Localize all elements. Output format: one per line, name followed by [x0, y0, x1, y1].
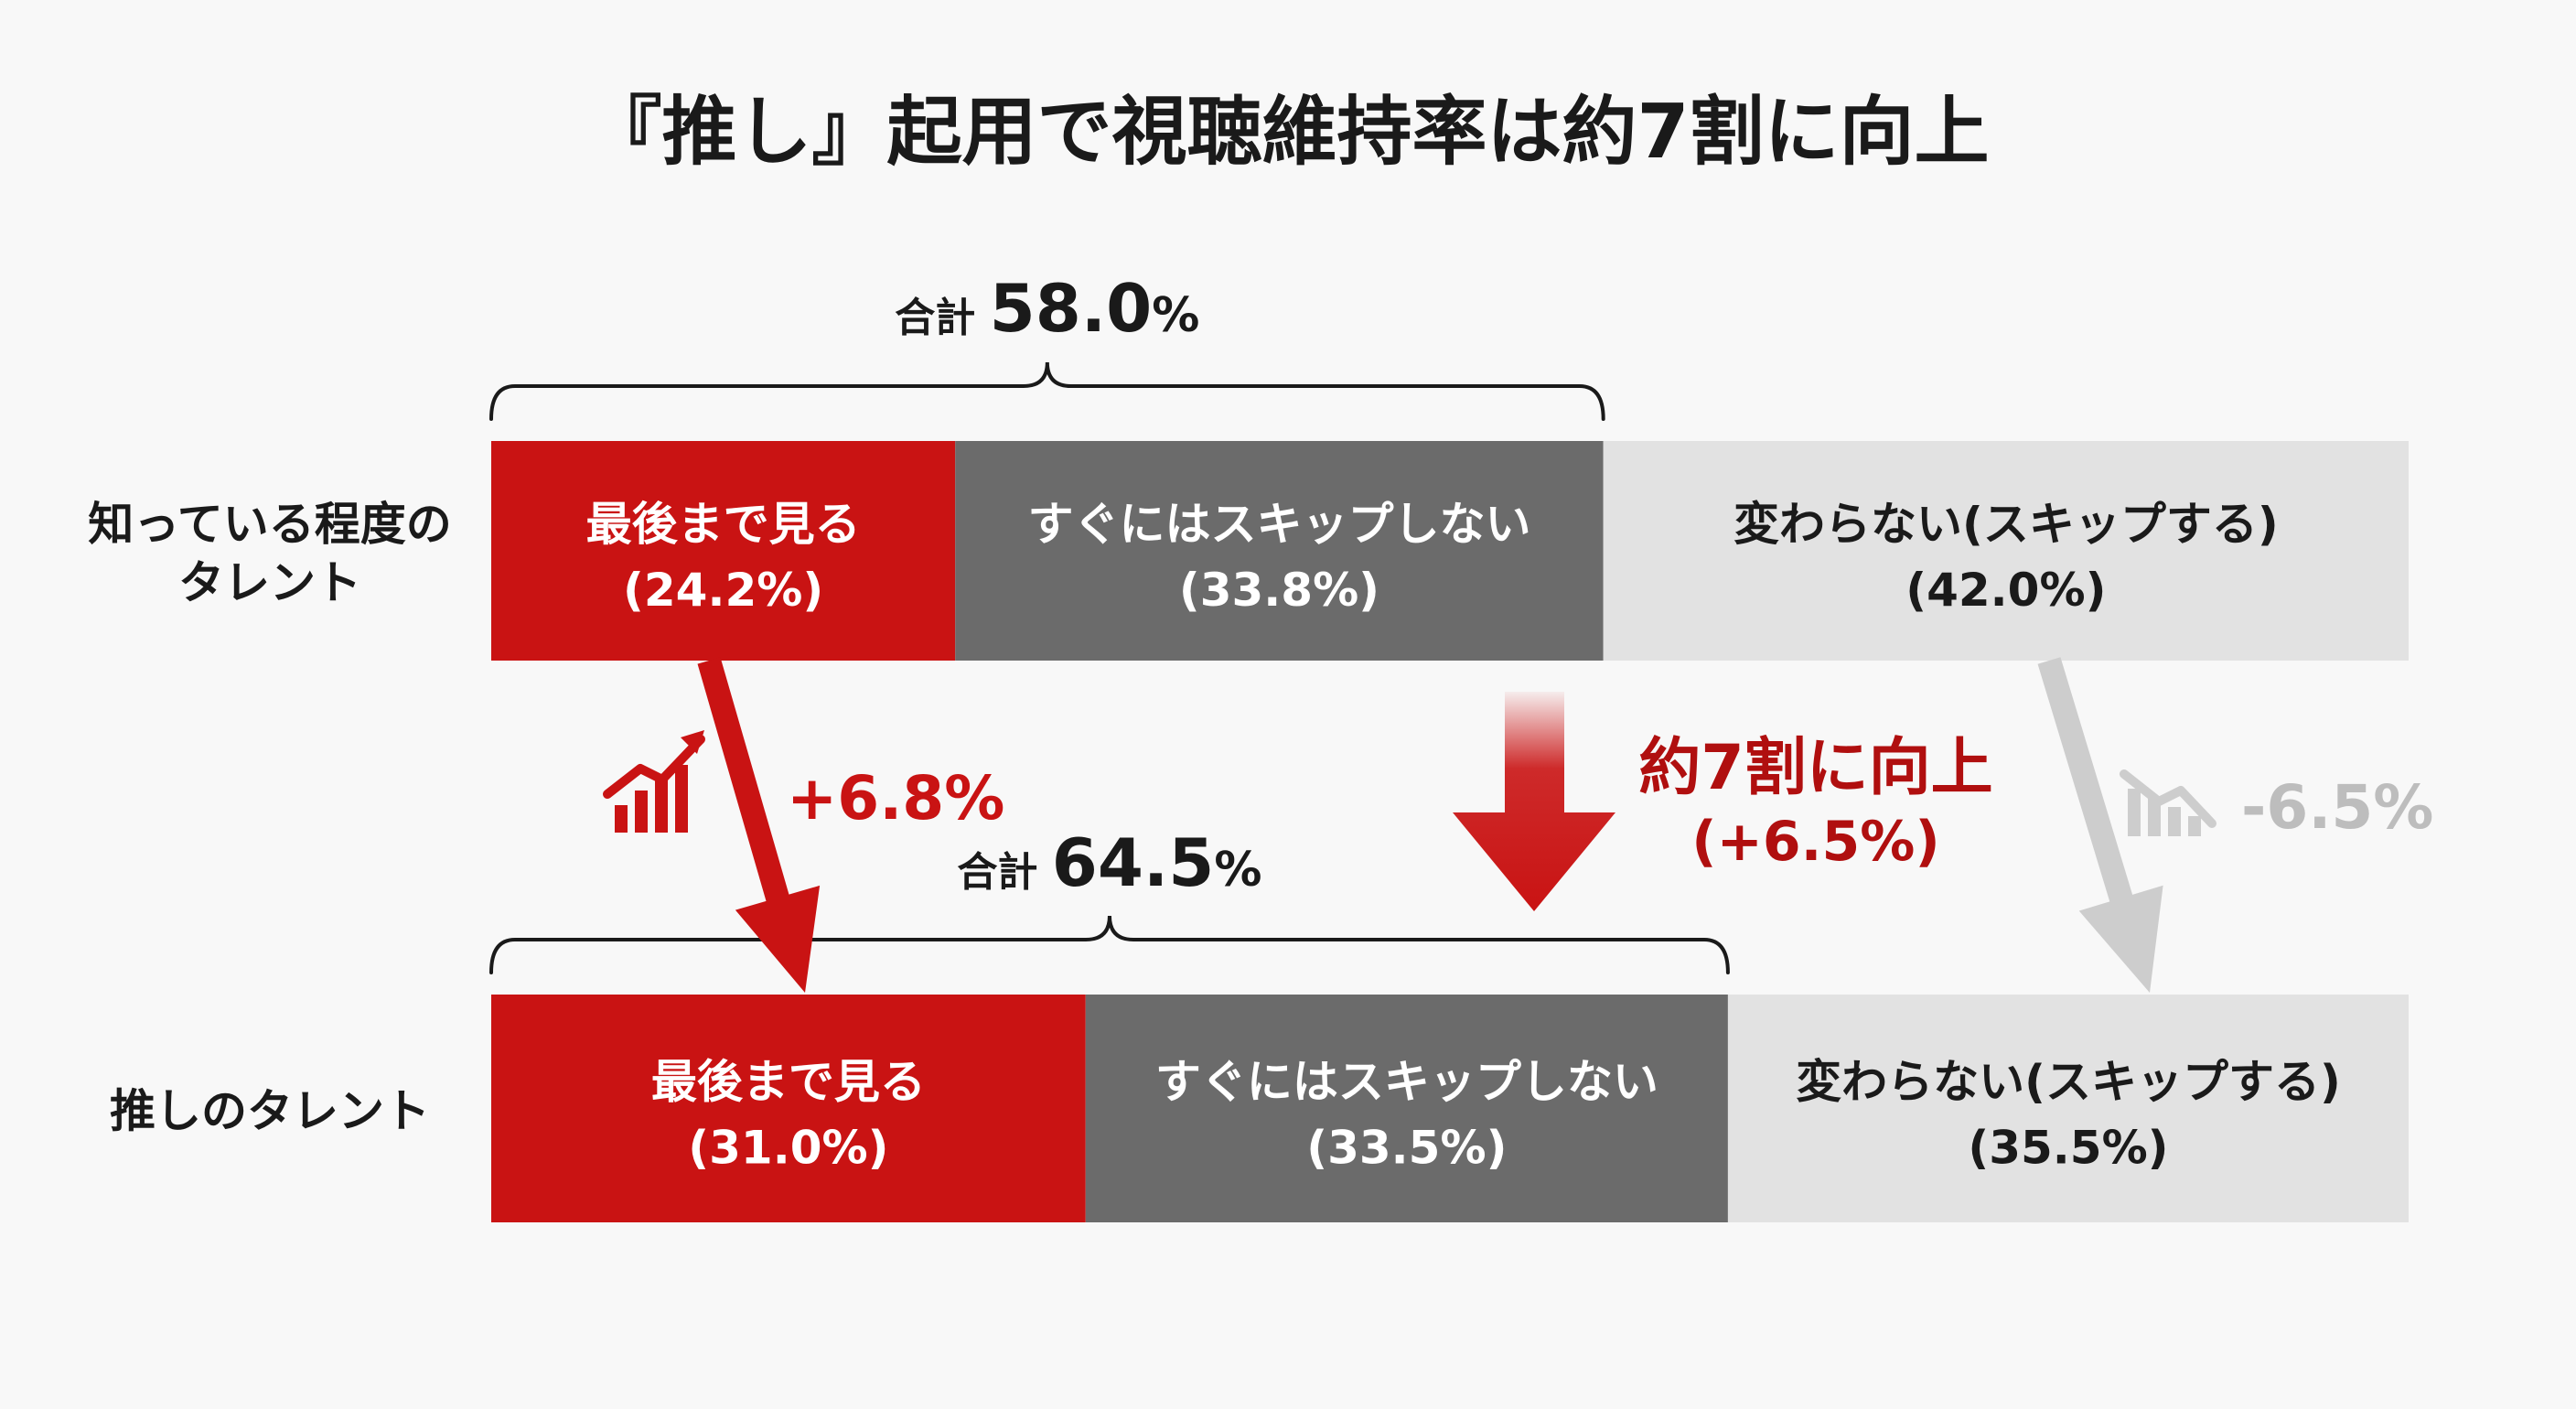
- center-callout-line2: (+6.5%): [1691, 810, 1940, 874]
- bar-segment: [491, 441, 956, 661]
- segment-value-label: (31.0%): [688, 1122, 888, 1175]
- icon-bar: [635, 791, 648, 833]
- growth-chart-icon: [603, 730, 705, 833]
- segment-label: すぐにはスキップしない: [1027, 498, 1530, 551]
- segment-label: 最後まで見る: [651, 1056, 926, 1109]
- first-segment-change-label: +6.8%: [787, 763, 1004, 834]
- decrease-arrow: [2037, 657, 2163, 993]
- decline-chart-icon: [2120, 769, 2216, 836]
- total-label: 合計 64.5%: [957, 824, 1261, 901]
- total-brace: [489, 361, 1605, 421]
- chart-annotations: +6.8% -6.5% 約7割に向上(+6.5%): [603, 657, 2433, 993]
- category-label: 知っている程度の: [88, 498, 452, 551]
- bar-segment: [1603, 441, 2409, 661]
- segment-value-label: (35.5%): [1968, 1122, 2168, 1175]
- increase-arrow: [697, 657, 821, 993]
- segment-value-label: (33.5%): [1306, 1122, 1507, 1175]
- category-label: タレント: [178, 556, 361, 609]
- segment-label: 変わらない(スキップする): [1796, 1056, 2341, 1109]
- icon-bar: [2148, 798, 2161, 836]
- total-brace: [489, 915, 1730, 974]
- icon-bar: [2128, 789, 2141, 836]
- bar-segment: [491, 995, 1086, 1222]
- bar-segment: [955, 441, 1604, 661]
- bar-segment: [1727, 995, 2409, 1222]
- category-label: 推しのタレント: [110, 1085, 430, 1138]
- segment-value-label: (42.0%): [1905, 564, 2106, 617]
- center-down-arrow: [1453, 692, 1615, 911]
- icon-trend-line: [603, 735, 705, 799]
- chart-title: 『推し』起用で視聴維持率は約7割に向上: [586, 89, 1989, 176]
- icon-arrowhead: [681, 730, 704, 754]
- bar-segment: [1085, 995, 1728, 1222]
- total-label: 合計 58.0%: [895, 270, 1199, 347]
- segment-value-label: (33.8%): [1179, 564, 1379, 617]
- segment-value-label: (24.2%): [623, 564, 823, 617]
- bar-rows: 知っている程度のタレント最後まで見る(24.2%)すぐにはスキップしない(33.…: [88, 270, 2409, 1222]
- icon-bar: [675, 765, 688, 833]
- icon-trend-line: [2120, 769, 2216, 828]
- center-callout-line1: 約7割に向上: [1638, 732, 1992, 804]
- icon-bar: [2168, 807, 2181, 836]
- segment-label: すぐにはスキップしない: [1155, 1056, 1658, 1109]
- bar-row-2: 推しのタレント 最後まで見る (31.0%) すぐにはスキップしない (33.5%) 変わ…: [110, 824, 2409, 1222]
- icon-bar: [2188, 816, 2201, 836]
- last-segment-change-label: -6.5%: [2241, 772, 2433, 843]
- segment-label: 最後まで見る: [586, 498, 861, 551]
- segment-label: 変わらない(スキップする): [1733, 498, 2279, 551]
- icon-bar: [655, 778, 668, 833]
- icon-bar: [615, 805, 628, 833]
